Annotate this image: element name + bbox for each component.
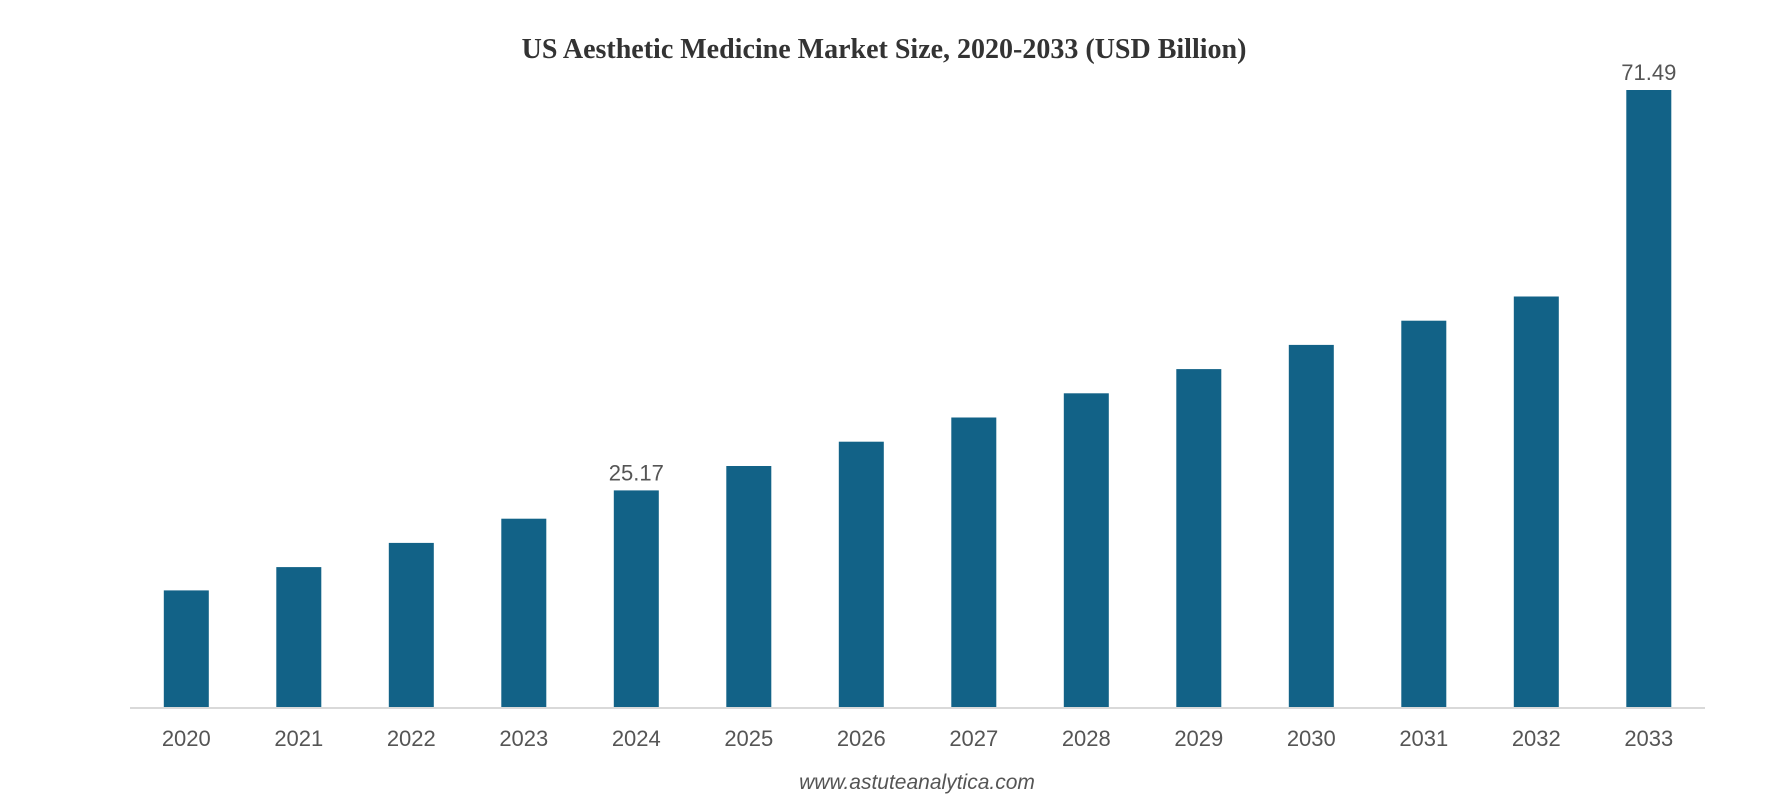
bar-2029 (1176, 369, 1222, 708)
bar-2020 (163, 590, 209, 708)
x-tick-label-2030: 2030 (1287, 726, 1336, 751)
bar-2025 (726, 466, 772, 708)
bar-2023 (501, 518, 547, 708)
x-tick-label-2022: 2022 (387, 726, 436, 751)
x-tick-label-2026: 2026 (837, 726, 886, 751)
bar-2021 (276, 567, 322, 708)
bar-2024 (613, 490, 659, 708)
x-tick-label-2028: 2028 (1062, 726, 1111, 751)
bar-2033 (1626, 90, 1672, 708)
bar-2031 (1401, 320, 1447, 708)
x-tick-label-2031: 2031 (1399, 726, 1448, 751)
chart-title: US Aesthetic Medicine Market Size, 2020-… (522, 34, 1247, 65)
bar-2028 (1063, 393, 1109, 708)
x-tick-label-2024: 2024 (612, 726, 661, 751)
x-tick-label-2029: 2029 (1174, 726, 1223, 751)
x-tick-label-2027: 2027 (949, 726, 998, 751)
data-labels: 25.17 71.49 (609, 60, 1677, 485)
x-tick-label-2021: 2021 (274, 726, 323, 751)
source-watermark: www.astuteanalytica.com (799, 771, 1035, 794)
data-label-2024: 25.17 (609, 460, 664, 485)
x-tick-label-2023: 2023 (499, 726, 548, 751)
x-tick-label-2020: 2020 (162, 726, 211, 751)
x-tick-label-2025: 2025 (724, 726, 773, 751)
data-label-2033: 71.49 (1621, 60, 1676, 85)
bar-2022 (388, 542, 434, 708)
x-tick-labels: 2020 2021 2022 2023 2024 2025 2026 2027 2028 2029… (162, 726, 1673, 751)
bar-2027 (951, 417, 997, 708)
bars-group (163, 90, 1672, 708)
bar-2026 (838, 441, 884, 708)
bar-2030 (1288, 344, 1334, 708)
x-tick-label-2033: 2033 (1624, 726, 1673, 751)
bar-2032 (1513, 296, 1559, 708)
x-tick-label-2032: 2032 (1512, 726, 1561, 751)
